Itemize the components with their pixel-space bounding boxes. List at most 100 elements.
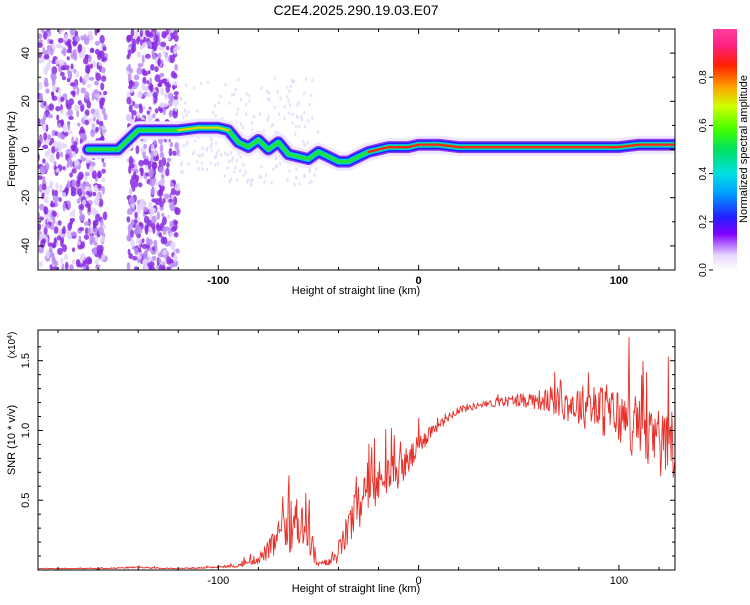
noise-speck bbox=[159, 107, 163, 114]
noise-speck bbox=[272, 167, 275, 172]
noise-speck bbox=[213, 163, 217, 167]
ridge-core bbox=[177, 126, 230, 132]
noise-speck bbox=[193, 86, 196, 90]
noise-speck bbox=[295, 167, 298, 172]
noise-speck bbox=[210, 138, 213, 142]
noise-speck bbox=[175, 248, 180, 254]
noise-speck bbox=[102, 162, 107, 168]
noise-speck bbox=[308, 181, 311, 185]
noise-speck bbox=[86, 190, 90, 196]
noise-speck bbox=[79, 76, 83, 83]
noise-speck bbox=[279, 96, 282, 101]
noise-speck bbox=[143, 258, 149, 264]
spectrogram-y-tick-label: 40 bbox=[20, 47, 32, 59]
noise-speck bbox=[67, 41, 71, 50]
noise-speck bbox=[252, 114, 256, 119]
noise-speck bbox=[232, 92, 236, 96]
noise-speck bbox=[146, 80, 150, 85]
noise-speck bbox=[84, 109, 90, 117]
noise-speck bbox=[150, 188, 155, 196]
noise-speck bbox=[166, 161, 170, 168]
noise-speck bbox=[250, 182, 253, 187]
noise-speck bbox=[291, 112, 294, 117]
noise-speck bbox=[91, 122, 96, 132]
snr-x-label: Height of straight line (km) bbox=[292, 583, 420, 595]
noise-speck bbox=[66, 56, 70, 61]
noise-speck bbox=[226, 153, 229, 157]
noise-speck bbox=[95, 72, 102, 81]
colorbar-tick-label: 0.0 bbox=[698, 263, 709, 277]
noise-speck bbox=[224, 82, 227, 87]
noise-speck bbox=[149, 207, 156, 215]
noise-speck bbox=[69, 211, 73, 218]
noise-speck bbox=[69, 29, 76, 36]
noise-speck bbox=[316, 130, 319, 134]
noise-speck bbox=[77, 44, 83, 53]
noise-speck bbox=[59, 184, 63, 193]
noise-speck bbox=[173, 91, 179, 96]
noise-speck bbox=[62, 123, 67, 133]
noise-speck bbox=[201, 153, 204, 157]
noise-speck bbox=[152, 113, 156, 119]
noise-speck bbox=[77, 188, 83, 197]
noise-speck bbox=[44, 162, 50, 171]
noise-speck bbox=[101, 224, 106, 230]
noise-speck bbox=[60, 240, 64, 248]
noise-speck bbox=[79, 213, 86, 222]
noise-speck bbox=[82, 261, 86, 267]
noise-speck bbox=[172, 254, 178, 262]
noise-speck bbox=[266, 118, 269, 122]
noise-speck bbox=[134, 266, 138, 270]
noise-speck bbox=[205, 167, 209, 172]
noise-speck bbox=[258, 174, 261, 179]
noise-speck bbox=[52, 194, 59, 203]
noise-speck bbox=[128, 64, 131, 69]
noise-speck bbox=[245, 112, 248, 116]
noise-speck bbox=[238, 168, 242, 173]
noise-speck bbox=[248, 94, 251, 98]
noise-speck bbox=[71, 136, 75, 145]
noise-speck bbox=[68, 71, 73, 79]
noise-speck bbox=[103, 113, 108, 121]
noise-speck bbox=[86, 63, 90, 72]
noise-speck bbox=[271, 122, 275, 127]
noise-speck bbox=[266, 89, 269, 94]
noise-speck bbox=[62, 166, 66, 171]
noise-speck bbox=[143, 206, 149, 213]
noise-speck bbox=[213, 104, 216, 108]
noise-speck bbox=[127, 248, 131, 255]
noise-speck bbox=[51, 189, 55, 197]
noise-speck bbox=[82, 190, 87, 196]
noise-speck bbox=[69, 264, 74, 270]
noise-speck bbox=[159, 264, 163, 270]
noise-speck bbox=[303, 91, 306, 96]
noise-speck bbox=[182, 144, 185, 148]
noise-speck bbox=[38, 33, 43, 40]
noise-speck bbox=[58, 197, 62, 203]
noise-speck bbox=[102, 211, 108, 221]
noise-speck bbox=[245, 102, 248, 107]
noise-speck bbox=[144, 247, 149, 255]
noise-speck bbox=[128, 156, 134, 165]
noise-speck bbox=[159, 143, 164, 153]
noise-speck bbox=[223, 151, 227, 156]
noise-speck bbox=[156, 211, 160, 220]
noise-speck bbox=[162, 249, 167, 256]
noise-speck bbox=[55, 221, 59, 227]
noise-speck bbox=[167, 92, 174, 100]
noise-speck bbox=[293, 79, 296, 83]
noise-speck bbox=[300, 114, 303, 119]
noise-speck bbox=[72, 259, 75, 265]
noise-speck bbox=[161, 265, 165, 270]
noise-speck bbox=[157, 52, 162, 59]
noise-speck bbox=[228, 159, 231, 164]
noise-speck bbox=[137, 63, 144, 68]
noise-speck bbox=[144, 225, 149, 235]
snr-x-tick-label: 100 bbox=[610, 575, 628, 587]
spectrogram-panel: -100 0 100 -40 -20 0 20 40 Height of straight l… bbox=[6, 28, 676, 297]
noise-speck bbox=[69, 152, 73, 159]
noise-speck bbox=[82, 199, 87, 206]
snr-y-tick-label: 0.5 bbox=[20, 493, 32, 508]
noise-speck bbox=[260, 164, 263, 169]
